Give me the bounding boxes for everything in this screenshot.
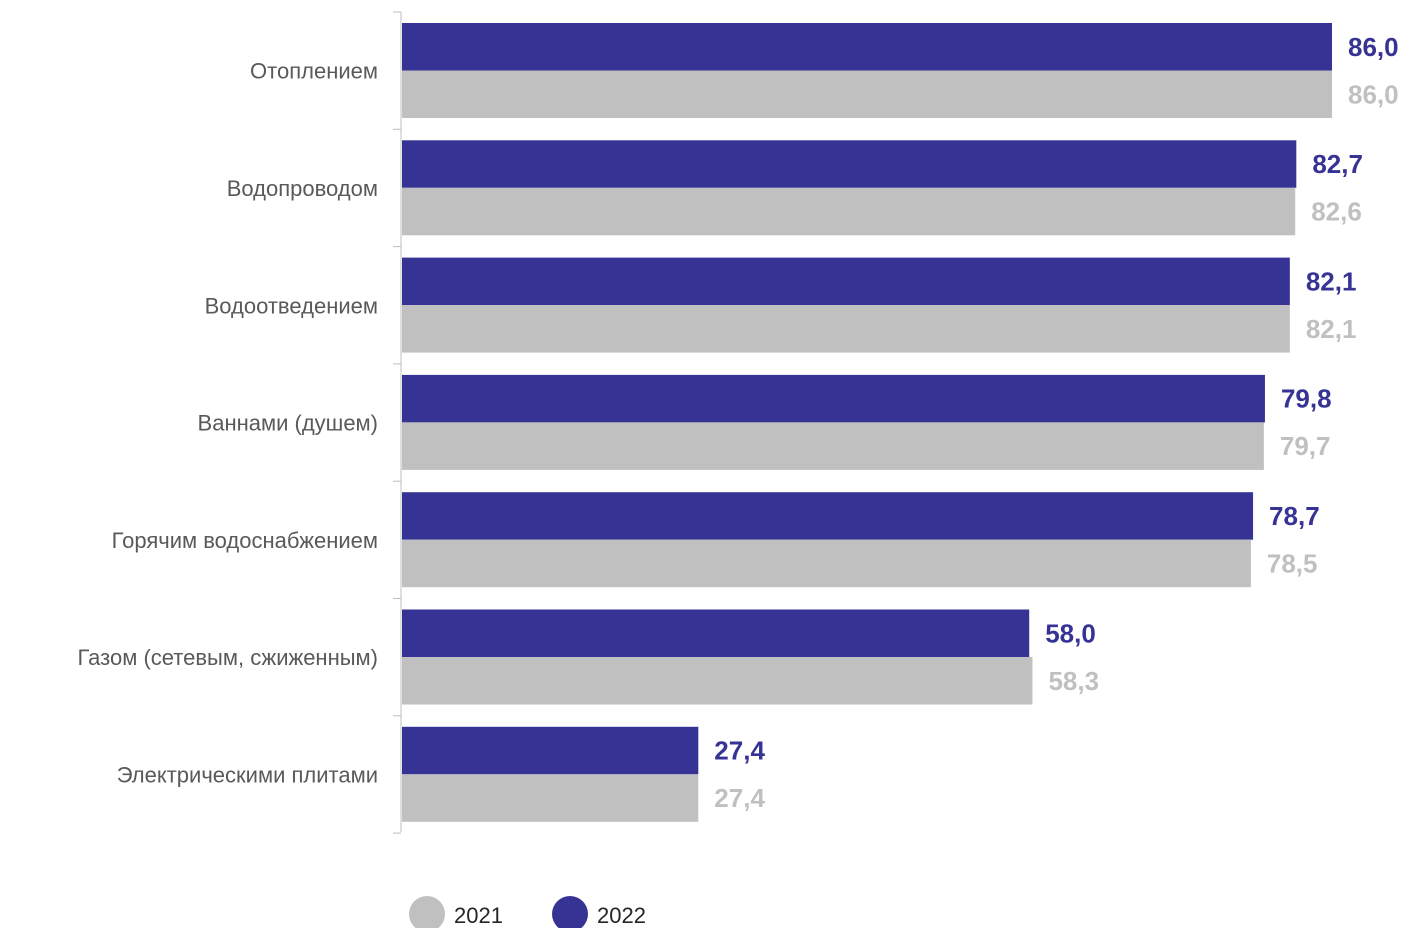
data-label-2021: 79,7: [1280, 431, 1331, 461]
bar-2022: [402, 609, 1030, 657]
data-label-2021: 58,3: [1048, 666, 1099, 696]
bar-2021: [402, 539, 1251, 588]
bar-2022: [402, 257, 1290, 306]
data-label-2022: 58,0: [1045, 618, 1096, 648]
axis-ticks: [393, 11, 401, 834]
bar-2022: [402, 492, 1254, 540]
category-label: Газом (сетевым, сжиженным): [78, 645, 379, 670]
data-label-2022: 86,0: [1348, 32, 1399, 62]
data-label-2022: 82,7: [1312, 149, 1363, 179]
bar-2021: [402, 422, 1264, 470]
bar-2021: [402, 187, 1296, 236]
category-label: Электрическими плитами: [117, 762, 378, 787]
data-label-2021: 86,0: [1348, 79, 1399, 109]
labels-group: Отоплением 86,0 86,0 Водопроводом 82,7 82,6 Во…: [78, 32, 1399, 813]
bar-2022: [402, 374, 1265, 423]
category-label: Водоотведением: [205, 293, 378, 318]
data-label-2021: 82,6: [1311, 197, 1362, 227]
data-label-2021: 27,4: [714, 783, 765, 813]
bar-2021: [402, 305, 1290, 353]
bar-2021: [402, 774, 699, 822]
data-label-2022: 79,8: [1281, 384, 1332, 414]
legend-label-2021: 2021: [454, 903, 503, 928]
data-label-2021: 82,1: [1306, 314, 1357, 344]
category-label: Ваннами (душем): [198, 411, 378, 436]
data-label-2022: 27,4: [714, 736, 765, 766]
bar-2022: [402, 23, 1332, 71]
data-label-2021: 78,5: [1267, 548, 1318, 578]
category-label: Водопроводом: [227, 176, 378, 201]
legend-swatch-2021: [409, 896, 445, 928]
data-label-2022: 82,1: [1306, 266, 1357, 296]
legend-swatch-2022: [552, 896, 588, 928]
data-label-2022: 78,7: [1269, 501, 1320, 531]
legend: 2021 2022: [409, 896, 646, 928]
bar-2022: [402, 726, 699, 775]
category-label: Горячим водоснабжением: [112, 528, 378, 553]
bar-2021: [402, 70, 1332, 118]
bar-2021: [402, 657, 1033, 705]
bars-group: [402, 23, 1332, 822]
legend-label-2022: 2022: [597, 903, 646, 928]
bar-2022: [402, 140, 1297, 188]
category-label: Отоплением: [250, 59, 378, 84]
